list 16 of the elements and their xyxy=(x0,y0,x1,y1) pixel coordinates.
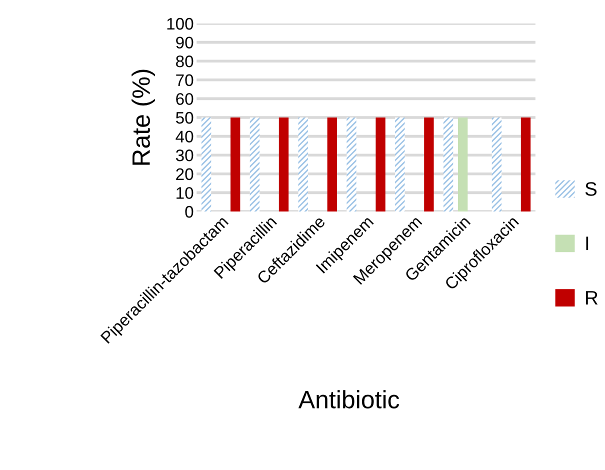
x-axis-title: Antibiotic xyxy=(298,390,400,408)
y-tick-label: 10 xyxy=(176,187,194,199)
legend-label: I xyxy=(586,236,588,250)
y-tick-label: 60 xyxy=(176,93,194,105)
y-tick-label: 100 xyxy=(167,18,194,30)
legend-label: R xyxy=(586,291,598,304)
legend-label: S xyxy=(585,182,597,196)
y-tick-label: 80 xyxy=(176,56,194,68)
y-tick-label: 70 xyxy=(176,74,194,86)
y-tick-label: 0 xyxy=(185,206,194,218)
y-tick-label: 50 xyxy=(176,112,194,124)
y-tick-label: 90 xyxy=(176,36,194,49)
y-tick-label: 30 xyxy=(176,150,194,162)
y-tick-label: 20 xyxy=(176,168,194,180)
y-tick-label: 40 xyxy=(176,130,194,143)
y-axis-title: Rate (%) xyxy=(132,70,155,165)
